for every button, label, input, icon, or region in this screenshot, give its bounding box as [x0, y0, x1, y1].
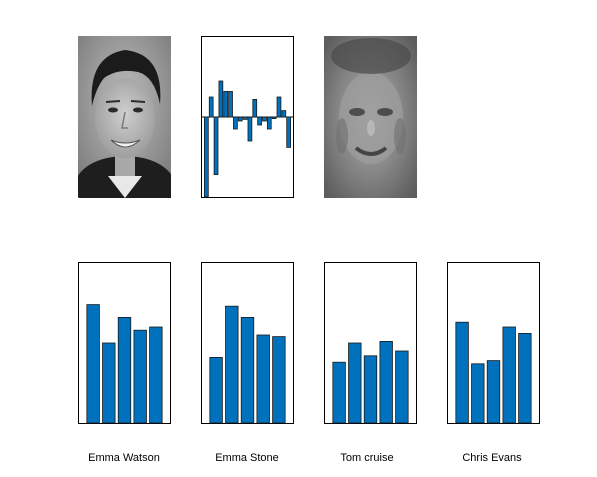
- bar-5: [228, 91, 233, 118]
- bar-2: [240, 317, 255, 424]
- bar-3: [502, 326, 516, 424]
- caption-emma-watson: Emma Watson: [88, 452, 160, 464]
- similarity-chart-tom-cruise-svg: [332, 341, 409, 424]
- bar-2: [486, 360, 501, 424]
- bar-1: [471, 363, 485, 424]
- bar-16: [281, 110, 287, 118]
- bar-7: [237, 116, 243, 122]
- bar-2: [117, 317, 132, 424]
- bar-4: [223, 91, 229, 118]
- eigenface-image: [324, 36, 417, 198]
- bar-0: [209, 357, 223, 424]
- input-face-image: [78, 36, 171, 198]
- caption-tom-cruise: Tom cruise: [340, 452, 394, 464]
- bar-0: [455, 321, 469, 424]
- bar-10: [252, 99, 258, 118]
- bar-1: [208, 96, 214, 118]
- bar-14: [271, 116, 277, 120]
- bar-3: [379, 341, 393, 424]
- similarity-chart-chris-evans-svg: [455, 321, 532, 424]
- bar-4: [395, 350, 409, 424]
- bar-9: [247, 116, 253, 142]
- bar-1: [102, 342, 116, 424]
- bar-4: [518, 333, 532, 424]
- bar-11: [257, 116, 262, 126]
- similarity-chart-emma-watson-svg: [86, 304, 163, 424]
- bar-2: [363, 355, 378, 424]
- bar-0: [86, 304, 100, 424]
- bar-0: [332, 361, 346, 424]
- bar-3: [218, 80, 224, 118]
- bar-13: [266, 116, 272, 130]
- similarity-chart-chris-evans: [447, 262, 540, 424]
- caption-chris-evans: Chris Evans: [462, 452, 522, 464]
- caption-emma-stone: Emma Stone: [215, 452, 279, 464]
- bar-1: [225, 305, 239, 424]
- weights-bar-chart: [201, 36, 294, 198]
- weights-bar-chart-svg: [202, 80, 293, 198]
- bar-1: [348, 342, 362, 424]
- bar-15: [276, 96, 282, 118]
- bar-12: [262, 116, 267, 122]
- similarity-chart-emma-watson: [78, 262, 171, 424]
- similarity-chart-emma-stone: [201, 262, 294, 424]
- bar-17: [286, 116, 291, 148]
- bar-3: [256, 334, 270, 424]
- reconstructed-eigenface: [324, 36, 417, 198]
- similarity-chart-tom-cruise: [324, 262, 417, 424]
- bar-6: [233, 116, 238, 130]
- input-face-photo: [78, 36, 171, 198]
- bar-8: [242, 116, 248, 120]
- bar-2: [213, 116, 219, 175]
- bar-4: [272, 336, 286, 424]
- bar-0: [204, 116, 209, 198]
- similarity-chart-emma-stone-svg: [209, 305, 286, 424]
- bar-3: [133, 329, 147, 424]
- bar-4: [149, 326, 163, 424]
